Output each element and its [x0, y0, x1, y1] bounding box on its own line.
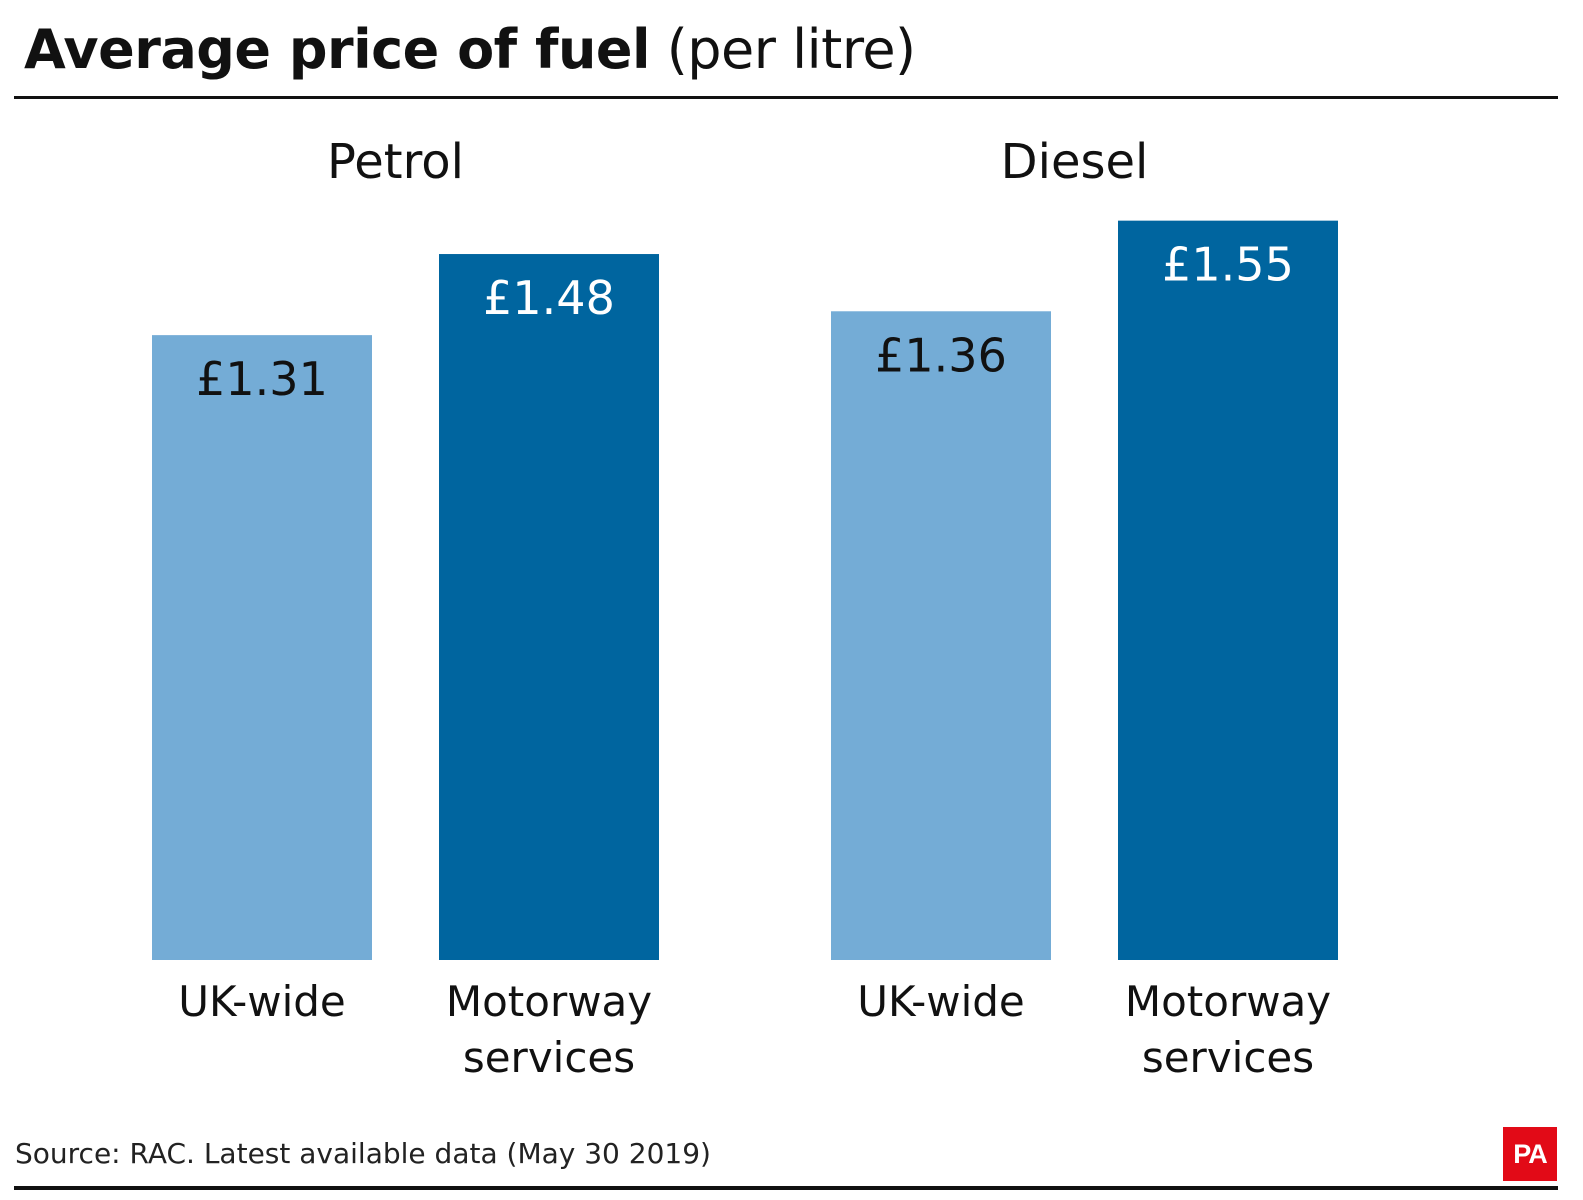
data-label-petrol-motorway-services: £1.48 — [483, 271, 615, 325]
chart-title-main: Average price of fuel — [24, 18, 651, 81]
chart-title-unit: (per litre) — [666, 18, 916, 81]
category-label-diesel-motorway-services-line2: services — [1142, 1033, 1314, 1082]
category-label-petrol-motorway-services-line2: services — [463, 1033, 635, 1082]
data-label-diesel-motorway-services: £1.55 — [1162, 238, 1294, 292]
title-divider — [14, 96, 1558, 99]
bar-diesel-uk-wide — [831, 311, 1051, 960]
bar-diesel-motorway-services — [1118, 220, 1338, 960]
chart-title: Average price of fuel (per litre) — [24, 10, 916, 90]
footer-divider — [14, 1186, 1558, 1190]
data-label-diesel-uk-wide: £1.36 — [875, 328, 1007, 382]
pa-logo: PA — [1503, 1127, 1557, 1181]
source-note: Source: RAC. Latest available data (May … — [15, 1137, 711, 1170]
category-label-diesel-uk-wide-line1: UK-wide — [857, 977, 1025, 1026]
category-label-petrol-uk-wide-line1: UK-wide — [178, 977, 346, 1026]
category-label-diesel-motorway-services-line1: Motorway — [1125, 977, 1331, 1026]
group-label-diesel: Diesel — [1001, 134, 1149, 190]
data-label-petrol-uk-wide: £1.31 — [196, 352, 328, 406]
category-label-petrol-motorway-services-line1: Motorway — [446, 977, 652, 1026]
group-label-petrol: Petrol — [327, 134, 464, 190]
bar-petrol-uk-wide — [152, 335, 372, 960]
bar-petrol-motorway-services — [439, 254, 659, 961]
